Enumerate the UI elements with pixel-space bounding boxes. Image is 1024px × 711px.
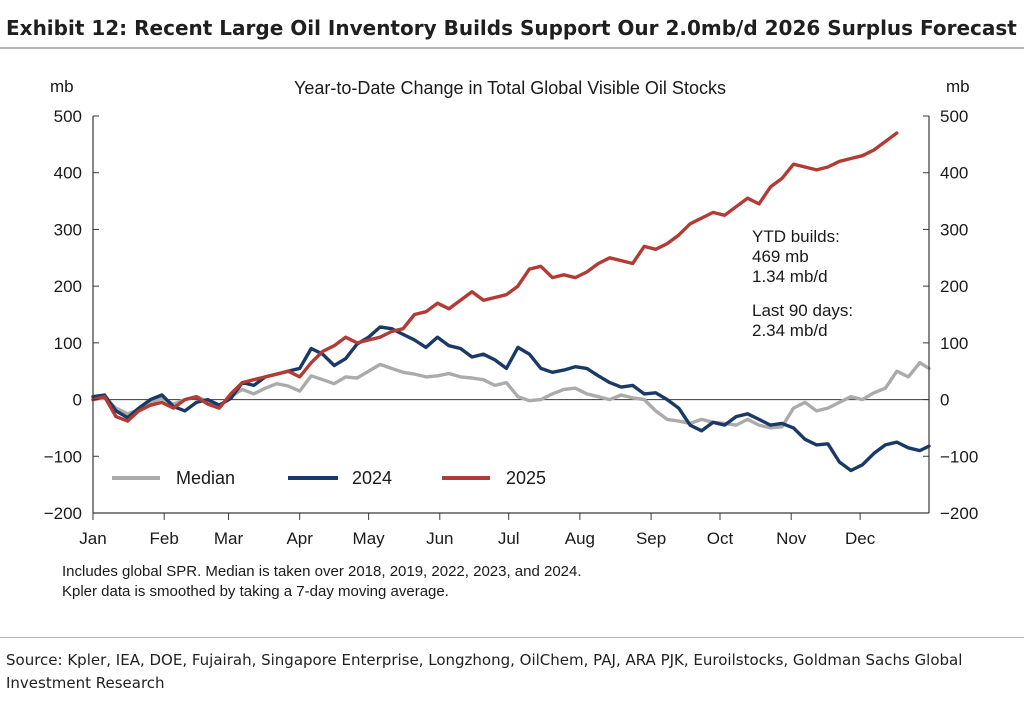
left-tick-label: 400 — [54, 164, 82, 183]
series-line-2024 — [91, 325, 931, 473]
right-axis-unit: mb — [946, 77, 970, 96]
source-note: Source: Kpler, IEA, DOE, Fujairah, Singa… — [6, 651, 963, 692]
x-tick-label-apr: Apr — [286, 529, 313, 548]
x-tick-label-jan: Jan — [79, 529, 106, 548]
left-tick-label: 300 — [54, 220, 82, 239]
left-tick-label: −100 — [44, 447, 82, 466]
left-axis-unit: mb — [50, 77, 74, 96]
exhibit-title: Exhibit 12: Recent Large Oil Inventory B… — [6, 16, 1017, 40]
annotation-ytd-label: YTD builds: — [752, 227, 840, 246]
right-tick-label: 0 — [940, 391, 949, 410]
x-tick-label-feb: Feb — [150, 529, 179, 548]
left-tick-label: 100 — [54, 334, 82, 353]
x-tick-label-aug: Aug — [565, 529, 595, 548]
left-tick-label: −200 — [44, 504, 82, 523]
x-tick-label-jul: Jul — [498, 529, 520, 548]
annotation-box: YTD builds: 469 mb 1.34 mb/d Last 90 day… — [752, 227, 853, 340]
chart-note-spr: Includes global SPR. Median is taken ove… — [62, 563, 582, 580]
annotation-90d-rate: 2.34 mb/d — [752, 321, 828, 340]
right-tick-label: 400 — [940, 164, 968, 183]
annotation-ytd-volume: 469 mb — [752, 247, 809, 266]
right-tick-label: 200 — [940, 277, 968, 296]
legend-label-2025: 2025 — [506, 468, 546, 488]
right-tick-label: 100 — [940, 334, 968, 353]
chart-title: Year-to-Date Change in Total Global Visi… — [294, 78, 726, 98]
x-tick-label-jun: Jun — [426, 529, 453, 548]
legend: Median 2024 2025 — [112, 468, 546, 488]
x-tick-label-mar: Mar — [214, 529, 244, 548]
legend-label-2024: 2024 — [352, 468, 392, 488]
top-rule — [0, 47, 1024, 49]
chart: Year-to-Date Change in Total Global Visi… — [44, 77, 979, 600]
annotation-90d-label: Last 90 days: — [752, 301, 853, 320]
right-tick-label: 500 — [940, 107, 968, 126]
left-tick-label: 500 — [54, 107, 82, 126]
x-tick-label-sep: Sep — [636, 529, 666, 548]
annotation-ytd-rate: 1.34 mb/d — [752, 267, 828, 286]
x-tick-label-dec: Dec — [845, 529, 876, 548]
series-line-2025 — [91, 131, 899, 423]
right-tick-label: −200 — [940, 504, 978, 523]
x-tick-label-may: May — [353, 529, 386, 548]
series-line-median — [91, 361, 931, 430]
right-tick-label: 300 — [940, 220, 968, 239]
left-tick-label: 0 — [73, 391, 82, 410]
x-tick-label-nov: Nov — [776, 529, 807, 548]
left-tick-label: 200 — [54, 277, 82, 296]
legend-label-median: Median — [176, 468, 235, 488]
chart-note-smoothing: Kpler data is smoothed by taking a 7-day… — [62, 583, 449, 600]
x-tick-label-oct: Oct — [707, 529, 734, 548]
bottom-rule — [0, 637, 1024, 638]
right-tick-label: −100 — [940, 447, 978, 466]
